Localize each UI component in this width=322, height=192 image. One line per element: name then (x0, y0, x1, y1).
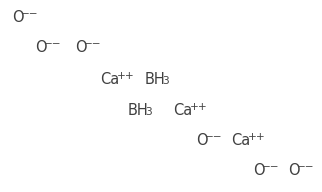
Text: −−: −− (84, 39, 101, 49)
Text: Ca: Ca (231, 133, 250, 148)
Text: −−: −− (205, 132, 223, 142)
Text: −−: −− (44, 39, 62, 49)
Text: −−: −− (21, 9, 39, 19)
Text: ++: ++ (117, 71, 135, 81)
Text: ++: ++ (190, 102, 208, 112)
Text: BH: BH (145, 72, 166, 87)
Text: O: O (196, 133, 208, 148)
Text: O: O (35, 40, 47, 55)
Text: O: O (75, 40, 87, 55)
Text: −−: −− (297, 162, 315, 172)
Text: Ca: Ca (100, 72, 119, 87)
Text: BH: BH (128, 103, 149, 118)
Text: 3: 3 (145, 107, 152, 117)
Text: O: O (253, 163, 265, 178)
Text: O: O (12, 10, 24, 25)
Text: Ca: Ca (173, 103, 192, 118)
Text: 3: 3 (162, 76, 169, 86)
Text: −−: −− (262, 162, 279, 172)
Text: O: O (288, 163, 300, 178)
Text: ++: ++ (248, 132, 266, 142)
